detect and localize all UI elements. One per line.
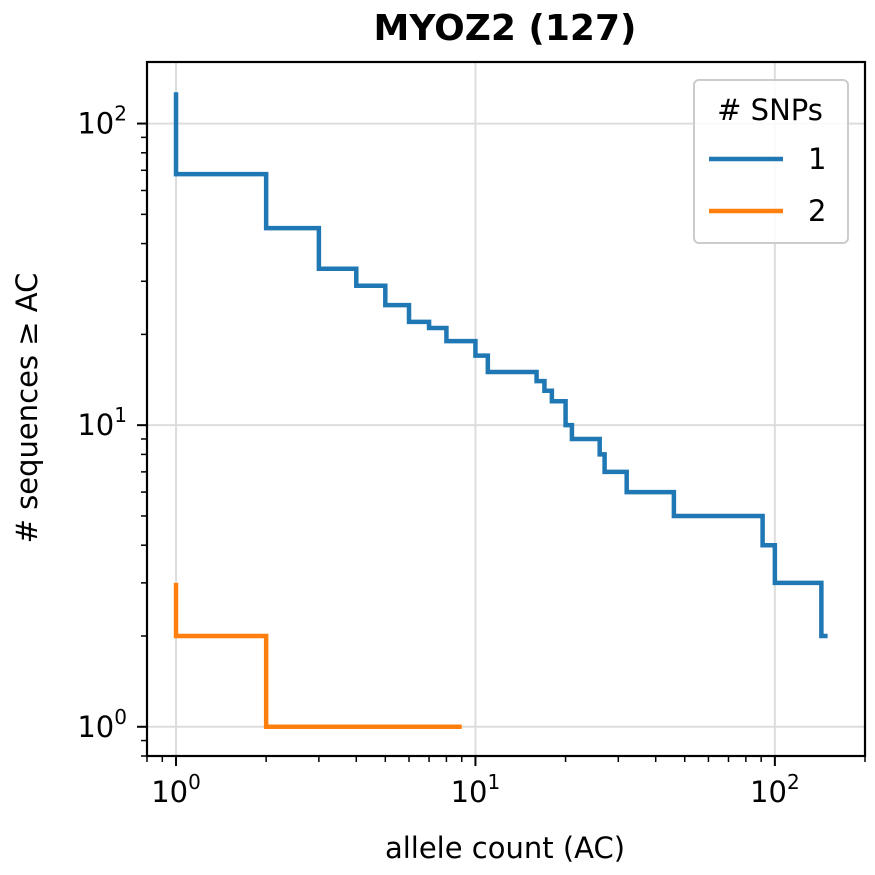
series-layer [173, 92, 828, 730]
major-ticks [137, 122, 776, 766]
y-tick-label-1: 101 [77, 403, 127, 442]
x-axis-label: allele count (AC) [385, 831, 625, 865]
series-line-1 [173, 92, 828, 639]
legend-label-series-1: 1 [808, 142, 826, 176]
x-tick-label-0: 100 [151, 770, 201, 809]
legend: # SNPs 1 2 [693, 79, 849, 244]
legend-label-series-2: 2 [808, 194, 826, 228]
plot-area-frame [145, 60, 867, 758]
legend-title: # SNPs [717, 93, 823, 127]
chart-title: MYOZ2 (127) [374, 8, 637, 49]
series-line-2 [173, 582, 462, 730]
y-tick-label-0: 100 [77, 705, 127, 744]
tick-labels: 100 101 102 100 101 102 [77, 102, 799, 809]
y-tick-label-2: 102 [77, 102, 127, 141]
x-tick-label-1: 101 [451, 770, 501, 809]
y-axis-label: # sequences ≥ AC [10, 273, 44, 544]
legend-box [693, 79, 849, 244]
x-tick-label-2: 102 [750, 770, 800, 809]
